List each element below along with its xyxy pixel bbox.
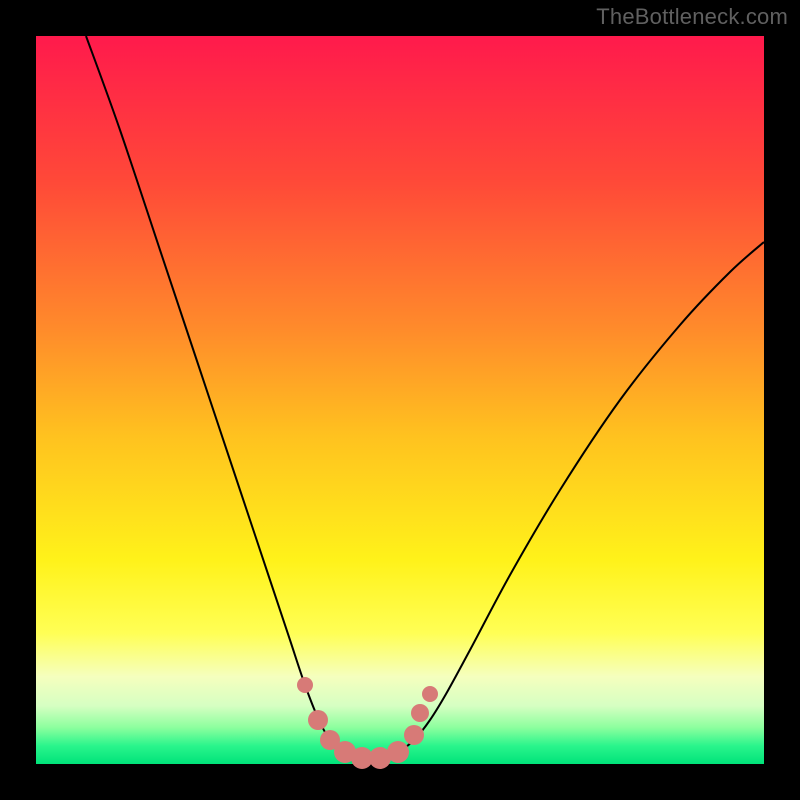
curve-marker	[308, 710, 328, 730]
curve-marker	[297, 677, 313, 693]
chart-frame: TheBottleneck.com	[0, 0, 800, 800]
bottleneck-chart	[0, 0, 800, 800]
curve-marker	[387, 741, 409, 763]
watermark-text: TheBottleneck.com	[596, 4, 788, 30]
gradient-background	[36, 36, 764, 764]
curve-marker	[411, 704, 429, 722]
curve-marker	[404, 725, 424, 745]
curve-marker	[422, 686, 438, 702]
